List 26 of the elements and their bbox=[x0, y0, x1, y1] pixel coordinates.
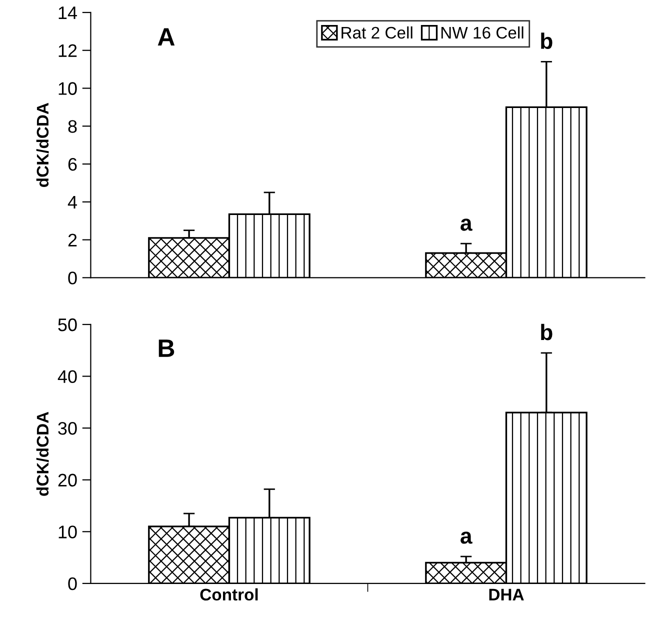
y-axis-title: dCK/dCDA bbox=[36, 102, 49, 187]
chart-title: A bbox=[158, 28, 175, 46]
annotation: b bbox=[541, 32, 552, 50]
chart-title: B bbox=[158, 340, 174, 357]
annotation: a bbox=[460, 532, 472, 544]
y-tick-label: 4 bbox=[68, 196, 77, 208]
legend-label: Rat 2 Cell bbox=[342, 26, 412, 39]
annotation: a bbox=[460, 218, 472, 231]
y-tick-label: 14 bbox=[58, 6, 77, 20]
y-tick-label: 40 bbox=[58, 370, 77, 383]
legend-label: NW 16 Cell bbox=[441, 26, 524, 39]
x-tick-label: Control bbox=[200, 588, 258, 601]
y-tick-label: 0 bbox=[68, 577, 77, 590]
y-tick-label: 50 bbox=[58, 318, 77, 332]
y-tick-label: 0 bbox=[68, 272, 77, 284]
y-tick-label: 12 bbox=[58, 44, 77, 57]
y-tick-label: 20 bbox=[58, 474, 77, 487]
y-axis-title: dCK/dCDA bbox=[36, 412, 49, 496]
y-tick-label: 2 bbox=[68, 234, 77, 246]
annotation: b bbox=[541, 324, 552, 340]
y-tick-label: 30 bbox=[58, 422, 77, 435]
y-tick-label: 8 bbox=[68, 120, 77, 133]
x-tick-label: DHA bbox=[489, 588, 524, 600]
y-tick-label: 6 bbox=[68, 158, 77, 171]
y-tick-label: 10 bbox=[58, 82, 77, 95]
y-tick-label: 10 bbox=[58, 526, 77, 538]
